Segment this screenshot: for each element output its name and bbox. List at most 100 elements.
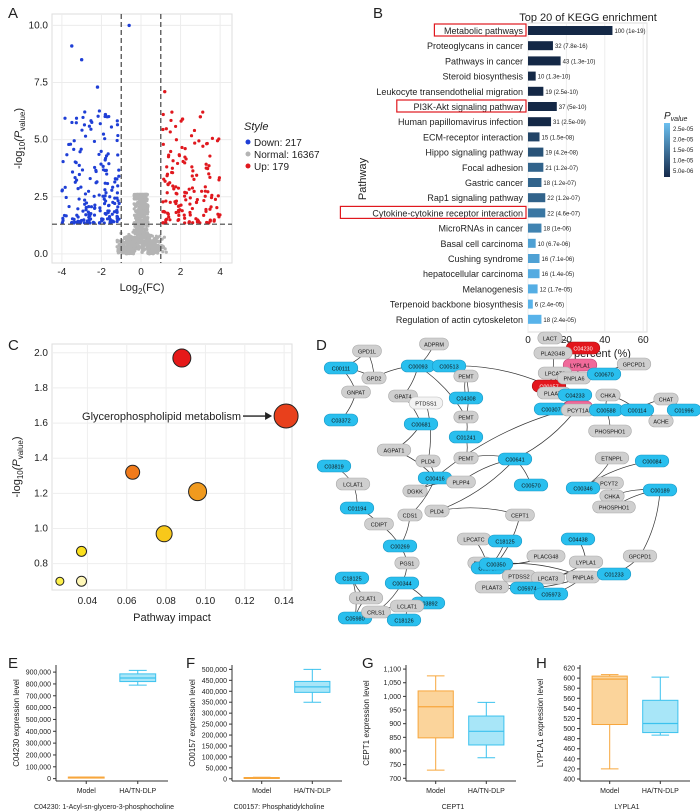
kegg-bar xyxy=(528,269,540,279)
y-tick-label: 0 xyxy=(223,776,227,783)
y-tick-label: 5.0 xyxy=(34,135,48,146)
up-point xyxy=(174,185,178,189)
kegg-bar xyxy=(528,162,544,172)
up-point xyxy=(212,218,216,222)
impact-plot-area xyxy=(51,343,293,591)
network-node-label: PHOSPHO1 xyxy=(595,430,626,436)
y-axis-label-p: (P xyxy=(11,459,23,471)
up-point xyxy=(161,221,165,225)
up-point xyxy=(213,197,218,201)
gene-node xyxy=(616,357,652,371)
normal-point xyxy=(145,207,150,211)
gene-node xyxy=(348,591,384,605)
compound-node xyxy=(596,567,632,581)
up-point xyxy=(208,218,212,222)
x-tick-label: HA/TN-DLP xyxy=(642,788,679,795)
down-point xyxy=(105,217,110,221)
compound-node xyxy=(513,478,549,492)
gene-node xyxy=(530,571,566,585)
up-point xyxy=(187,221,191,225)
normal-point xyxy=(139,202,144,206)
x-tick-label: 2 xyxy=(178,267,184,278)
up-point xyxy=(180,117,185,121)
normal-point xyxy=(145,231,149,235)
down-point xyxy=(115,215,120,219)
x-axis-label: Pathway impact xyxy=(133,612,211,624)
up-point xyxy=(167,215,171,219)
network-node-label: C00588 xyxy=(596,409,615,415)
gene-node xyxy=(562,358,598,372)
up-point xyxy=(166,182,170,186)
gene-node xyxy=(653,392,679,406)
normal-point xyxy=(135,202,139,206)
down-point xyxy=(107,162,111,166)
up-point xyxy=(201,110,205,114)
normal-point xyxy=(132,221,136,225)
down-point xyxy=(115,177,119,181)
down-point xyxy=(72,139,76,143)
normal-point xyxy=(153,246,157,251)
gene-node xyxy=(537,331,563,345)
down-point xyxy=(79,185,83,189)
normal-point xyxy=(123,241,127,245)
pathway-label: Hippo signaling pathway xyxy=(425,148,523,158)
up-point xyxy=(190,186,195,190)
normal-point xyxy=(139,238,143,242)
normal-point xyxy=(121,248,126,252)
down-point xyxy=(102,202,107,206)
normal-point xyxy=(135,219,140,224)
network-node-label: C00346 xyxy=(573,487,592,493)
up-point xyxy=(209,205,213,209)
up-point xyxy=(161,127,165,132)
normal-point xyxy=(134,209,138,213)
x-tick-label: 0.12 xyxy=(235,596,255,607)
up-point xyxy=(216,212,220,216)
down-point xyxy=(89,205,94,209)
y-axis-label-sub: 10 xyxy=(16,470,25,479)
y-tick-label: 250,000 xyxy=(202,722,227,729)
up-point xyxy=(173,200,177,204)
bar-value-label: 15 (1.5e-08) xyxy=(542,135,575,141)
y-tick-label: 450,000 xyxy=(202,678,227,685)
gene-node xyxy=(394,556,420,570)
normal-point xyxy=(115,245,119,249)
normal-point xyxy=(146,216,150,220)
panel-letter-b: B xyxy=(373,5,383,22)
pathway-point xyxy=(55,576,65,586)
up-point xyxy=(202,198,206,203)
up-point xyxy=(164,199,168,203)
down-point xyxy=(115,138,119,143)
network-node-label: CEPT1 xyxy=(511,514,529,520)
gene-node xyxy=(335,477,371,491)
network-node-label: C04233 xyxy=(565,394,584,400)
pathway-point xyxy=(76,545,88,557)
kegg-bar xyxy=(528,208,546,218)
gene-node xyxy=(533,346,573,360)
y-tick-label: 2.5 xyxy=(34,192,48,203)
down-point xyxy=(108,195,112,199)
normal-point xyxy=(135,230,140,234)
network-node-label: PGS1 xyxy=(400,562,415,568)
up-point xyxy=(169,149,173,154)
network-node-label: C00350 xyxy=(486,563,505,569)
up-point xyxy=(183,190,187,194)
x-tick-label: 40 xyxy=(599,335,611,346)
y-tick-label: 1,000 xyxy=(383,694,401,701)
down-point xyxy=(63,185,67,189)
normal-point xyxy=(132,207,136,211)
up-point xyxy=(202,213,206,218)
x-tick-label: 0.10 xyxy=(196,596,216,607)
down-point xyxy=(70,170,75,174)
up-point xyxy=(207,172,211,176)
box xyxy=(642,699,679,734)
y-tick-label: 560 xyxy=(563,696,575,703)
gene-node xyxy=(526,549,566,563)
gene-node xyxy=(453,410,479,424)
down-point xyxy=(74,121,78,125)
down-point xyxy=(82,123,87,127)
colorbar-tick-label: 5.0e-06 xyxy=(673,169,694,175)
down-point xyxy=(86,210,90,214)
network-node-label: GPD1L xyxy=(358,350,376,356)
y-tick-label: 460 xyxy=(563,746,575,753)
